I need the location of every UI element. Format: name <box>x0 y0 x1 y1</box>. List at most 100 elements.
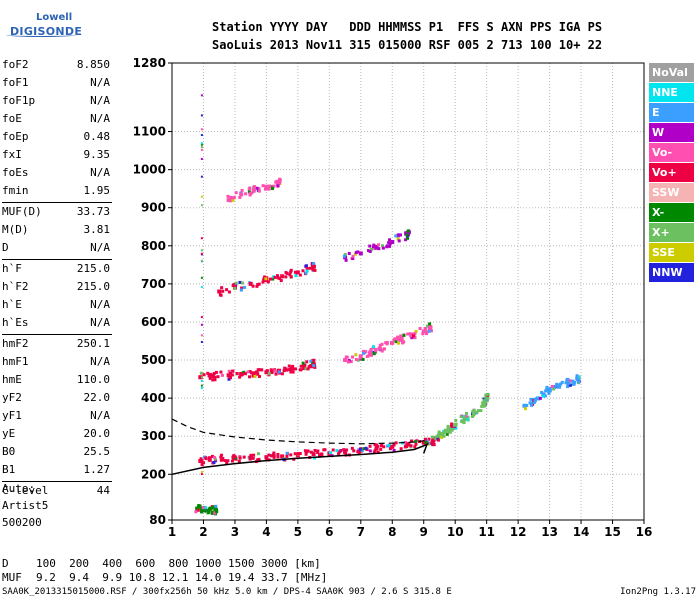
echo-point <box>356 448 360 452</box>
echo-point <box>523 407 527 411</box>
echo-point <box>343 253 347 257</box>
echo-point <box>270 454 274 458</box>
echo-point <box>568 379 572 383</box>
echo-point <box>413 445 417 449</box>
echo-point <box>400 337 404 341</box>
param-value: 110.0 <box>76 373 110 386</box>
param-row: hmE 110.0 <box>2 371 112 389</box>
x-tick-label: 1 <box>168 525 176 539</box>
echo-point <box>311 268 315 272</box>
echo-point <box>242 455 246 459</box>
echo-point <box>472 411 477 416</box>
echo-point <box>197 504 201 508</box>
echo-point <box>418 327 422 331</box>
echo-point <box>427 437 431 441</box>
echo-point <box>552 387 556 391</box>
echo-point <box>261 280 265 284</box>
echo-point <box>555 383 559 387</box>
echo-point <box>338 450 342 454</box>
param-name: hmF1 <box>2 355 29 368</box>
echo-point <box>232 283 236 287</box>
y-tick-label: 1000 <box>133 163 166 177</box>
echo-point <box>226 459 230 463</box>
echo-point <box>428 329 432 333</box>
echo-point <box>199 457 203 461</box>
x-tick-label: 10 <box>447 525 464 539</box>
echo-point <box>571 379 575 383</box>
echo-point <box>380 349 384 353</box>
echo-point <box>218 293 222 297</box>
echo-point <box>200 387 203 390</box>
echo-point <box>243 372 247 376</box>
echo-point <box>248 369 252 373</box>
echo-point <box>240 286 244 290</box>
echo-point <box>564 381 568 385</box>
echo-point <box>481 401 485 405</box>
echo-point <box>228 376 232 380</box>
echo-point <box>210 454 214 458</box>
echo-point <box>318 453 322 457</box>
echo-point <box>390 340 395 345</box>
echo-point <box>374 347 378 351</box>
echo-point <box>308 266 312 270</box>
echo-point <box>215 509 219 513</box>
echo-point <box>264 370 269 375</box>
echo-point <box>396 237 400 241</box>
y-tick-label: 600 <box>141 315 166 329</box>
echo-point <box>388 238 392 242</box>
echo-point <box>335 449 339 453</box>
echo-point <box>378 343 382 347</box>
echo-point <box>240 188 244 192</box>
echo-point <box>239 192 244 197</box>
echo-point <box>200 195 203 198</box>
echo-point <box>219 455 223 459</box>
echo-point <box>400 336 404 340</box>
echo-point <box>273 275 277 279</box>
param-value: 9.35 <box>83 148 111 161</box>
echo-point <box>360 448 364 452</box>
electron-density-profile <box>171 443 429 476</box>
echo-point <box>285 454 289 458</box>
echo-point <box>382 347 386 351</box>
echo-point <box>289 275 293 279</box>
echo-point <box>387 244 391 248</box>
echo-point <box>529 403 533 407</box>
echo-point <box>451 427 455 431</box>
echo-point <box>296 452 300 456</box>
echo-point <box>347 251 351 255</box>
param-row: yF1 N/A <box>2 407 112 425</box>
echo-point <box>225 461 229 465</box>
echo-point <box>213 375 217 379</box>
profile-dashed-curve <box>171 418 428 445</box>
param-value: 1.95 <box>83 184 111 197</box>
echo-point <box>370 353 374 357</box>
echo-point <box>204 508 208 512</box>
echo-point <box>200 237 203 240</box>
legend-item-nne: NNE <box>649 83 694 102</box>
echo-point <box>568 383 572 387</box>
echo-point <box>313 365 317 369</box>
echo-point <box>282 369 286 373</box>
echo-point <box>248 375 252 379</box>
echo-point <box>238 195 242 199</box>
echo-point <box>200 148 203 151</box>
param-row: h`F2 215.0 <box>2 278 112 296</box>
echo-point <box>199 508 203 512</box>
echo-point <box>352 449 356 453</box>
echo-point <box>265 458 269 462</box>
echo-point <box>200 376 203 379</box>
param-name: B0 <box>2 445 16 458</box>
param-name: yE <box>2 427 16 440</box>
echo-point <box>200 143 203 146</box>
echo-point <box>347 358 351 362</box>
echo-point <box>565 377 569 381</box>
echo-point <box>293 367 297 371</box>
echo-point <box>377 243 381 247</box>
echo-point <box>475 410 479 414</box>
echo-point <box>280 372 284 376</box>
echo-point <box>414 439 418 443</box>
echo-point <box>529 401 533 405</box>
param-name: h`F2 <box>2 280 29 293</box>
echo-point <box>212 371 216 375</box>
autoscaling-info: Auto: Artist5 500200 <box>2 480 48 531</box>
